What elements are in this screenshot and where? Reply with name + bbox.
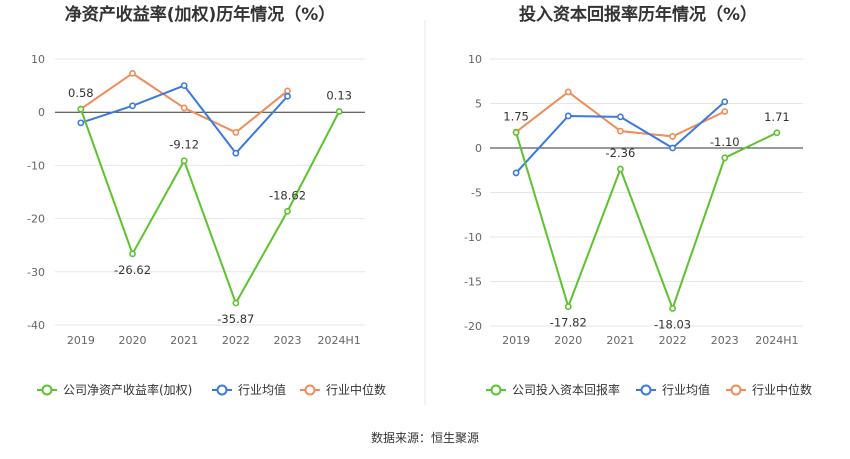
data-point — [669, 144, 676, 152]
x-tick-label: 2023 — [274, 334, 302, 347]
data-point — [232, 149, 240, 157]
y-tick-label: -30 — [27, 266, 45, 279]
data-point — [773, 129, 781, 137]
data-point — [512, 169, 520, 177]
source-note: 数据来源：恒生聚源 — [371, 430, 479, 445]
data-point — [232, 129, 240, 136]
x-tick-label: 2022 — [222, 334, 250, 347]
data-point — [721, 98, 729, 106]
chart-title: 投入资本回报率历年情况（%） — [519, 4, 757, 25]
legend-label: 行业均值 — [238, 382, 286, 397]
data-point — [617, 113, 624, 121]
data-point — [77, 119, 85, 127]
legend-marker-dot — [41, 384, 53, 396]
chart-title: 净资产收益率(加权)历年情况（%） — [65, 4, 336, 25]
data-label: -9.12 — [169, 138, 199, 152]
y-tick-label: -5 — [471, 187, 482, 200]
legend-marker-dot — [730, 384, 742, 396]
data-point — [669, 133, 676, 140]
data-point — [512, 129, 520, 136]
x-tick-label: 2023 — [711, 334, 739, 347]
data-label: -26.62 — [114, 263, 151, 277]
y-tick-label: 10 — [468, 53, 482, 66]
data-label: -1.10 — [710, 135, 740, 149]
data-point — [129, 102, 136, 110]
x-tick-label: 2021 — [170, 334, 198, 347]
data-point — [129, 250, 136, 258]
y-tick-label: 0 — [475, 142, 482, 155]
data-point — [284, 87, 291, 95]
x-tick-label: 2019 — [67, 334, 95, 347]
y-tick-label: -10 — [464, 231, 482, 244]
data-point — [721, 108, 729, 115]
legend-label: 行业中位数 — [752, 382, 812, 397]
y-tick-label: 0 — [38, 106, 45, 119]
data-label: 1.75 — [503, 109, 529, 123]
x-tick-label: 2022 — [659, 334, 687, 347]
legend-label: 公司投入资本回报率 — [512, 382, 620, 397]
y-tick-label: 5 — [475, 98, 482, 111]
legend-label: 行业中位数 — [326, 382, 386, 397]
data-label: 1.71 — [764, 110, 790, 124]
data-point — [284, 207, 291, 215]
series-line — [515, 131, 778, 310]
legend-label: 行业均值 — [662, 382, 710, 397]
data-point — [77, 105, 85, 113]
y-tick-label: -20 — [27, 213, 45, 226]
y-tick-label: -15 — [464, 276, 482, 289]
data-label: -35.87 — [217, 312, 254, 326]
legend-marker-dot — [640, 384, 652, 396]
x-tick-label: 2024H1 — [318, 334, 361, 347]
data-point — [335, 108, 343, 115]
y-tick-label: 10 — [31, 53, 45, 66]
data-point — [564, 88, 572, 96]
series-line — [515, 100, 726, 174]
data-point — [180, 157, 188, 165]
data-point — [617, 165, 624, 173]
data-point — [617, 127, 624, 135]
y-tick-label: -10 — [27, 159, 45, 172]
data-point — [180, 104, 188, 112]
data-label: 0.13 — [326, 89, 352, 103]
data-label: -17.82 — [550, 316, 587, 330]
x-tick-label: 2024H1 — [755, 334, 798, 347]
data-point — [284, 92, 291, 100]
roic-chart: 投入资本回报率历年情况（%） 10 5 0 -5 -10 -15 -20 2019 2020 202… — [464, 4, 812, 397]
roe-chart: 净资产收益率(加权)历年情况（%） 10 0 -10 -20 -30 -40 2019 2020… — [27, 4, 386, 397]
x-tick-label: 2021 — [606, 334, 634, 347]
data-point — [669, 305, 676, 312]
legend-marker-dot — [490, 384, 502, 396]
data-label: -18.03 — [654, 317, 691, 331]
x-tick-label: 2019 — [502, 334, 530, 347]
data-point — [232, 299, 240, 307]
data-label: -18.62 — [269, 188, 306, 202]
y-tick-label: -20 — [464, 320, 482, 333]
data-point — [564, 112, 572, 120]
data-label: 0.58 — [68, 86, 94, 100]
data-point — [564, 303, 572, 310]
data-point — [129, 69, 136, 77]
data-label: -2.36 — [606, 146, 636, 160]
x-tick-label: 2020 — [119, 334, 147, 347]
data-point — [721, 154, 729, 162]
data-point — [180, 82, 188, 89]
legend-marker-dot — [304, 384, 316, 396]
series-line — [79, 108, 341, 305]
y-tick-label: -40 — [27, 319, 45, 332]
x-tick-label: 2020 — [554, 334, 582, 347]
legend-marker-dot — [216, 384, 228, 396]
legend-label: 公司净资产收益率(加权) — [63, 382, 192, 397]
